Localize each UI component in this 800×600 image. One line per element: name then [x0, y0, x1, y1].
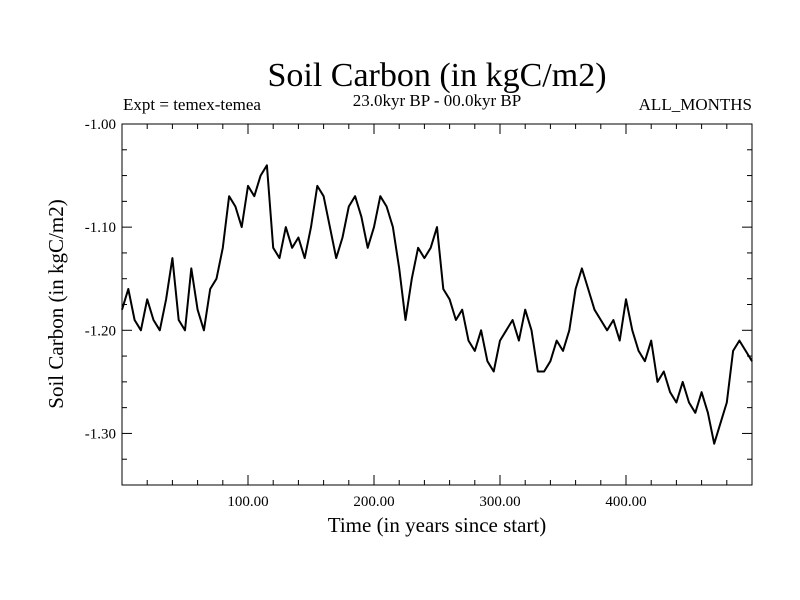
x-tick-label: 300.00 — [479, 494, 520, 510]
x-tick-label: 200.00 — [353, 494, 394, 510]
chart-title: Soil Carbon (in kgC/m2) — [267, 57, 606, 94]
x-axis-ticks: 100.00 200.00 300.00 400.00 — [146, 124, 728, 510]
x-axis-label: Time (in years since start) — [328, 513, 547, 537]
y-axis-label: Soil Carbon (in kgC/m2) — [44, 199, 68, 408]
chart-subtitle-left: Expt = temex-temea — [123, 95, 261, 114]
y-tick-label: -1.00 — [85, 117, 116, 133]
chart-subtitle-right: ALL_MONTHS — [639, 95, 752, 114]
plot-frame — [121, 123, 753, 486]
series-line — [121, 164, 753, 445]
y-tick-label: -1.20 — [85, 323, 116, 339]
chart-subtitle-center: 23.0kyr BP - 00.0kyr BP — [353, 91, 521, 110]
x-tick-label: 100.00 — [227, 494, 268, 510]
y-tick-label: -1.30 — [85, 426, 116, 442]
y-tick-label: -1.10 — [85, 220, 116, 236]
x-tick-label: 400.00 — [605, 494, 646, 510]
y-axis-ticks: -1.00 -1.10 -1.20 -1.30 — [85, 117, 752, 460]
